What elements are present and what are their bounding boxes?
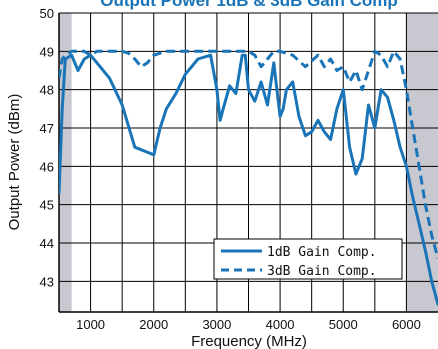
legend-label-3db: 3dB Gain Comp. (267, 264, 377, 279)
y-tick-label: 46 (40, 159, 54, 174)
series-1db-gain-comp (59, 53, 438, 306)
x-tick-label: 2000 (139, 317, 168, 332)
legend: 1dB Gain Comp. 3dB Gain Comp. (213, 238, 403, 280)
y-tick-label: 44 (40, 236, 54, 251)
x-tick-label: 3000 (202, 317, 231, 332)
tick-labels: 1000 2000 3000 4000 5000 6000 43 44 45 46 47 48 49 50 (40, 6, 421, 332)
y-tick-label: 49 (40, 44, 54, 59)
series-layer (59, 49, 438, 306)
y-tick-label: 47 (40, 121, 54, 136)
x-tick-label: 1000 (76, 317, 105, 332)
shaded-band-1 (406, 13, 438, 312)
y-tick-label: 48 (40, 83, 54, 98)
y-tick-label: 43 (40, 274, 54, 289)
x-tick-label: 4000 (266, 317, 295, 332)
x-tick-label: 5000 (329, 317, 358, 332)
series-3db-gain-comp (59, 49, 438, 259)
x-tick-label: 6000 (392, 317, 421, 332)
legend-label-1db: 1dB Gain Comp. (267, 245, 377, 260)
y-tick-label: 45 (40, 198, 54, 213)
chart-title: Output Power 1dB & 3dB Gain Comp (100, 0, 398, 10)
shaded-bands (59, 13, 438, 312)
y-axis-label: Output Power (dBm) (6, 94, 23, 231)
legend-box (213, 238, 403, 280)
y-tick-label: 50 (40, 6, 54, 21)
x-axis-label: Frequency (MHz) (191, 333, 307, 349)
